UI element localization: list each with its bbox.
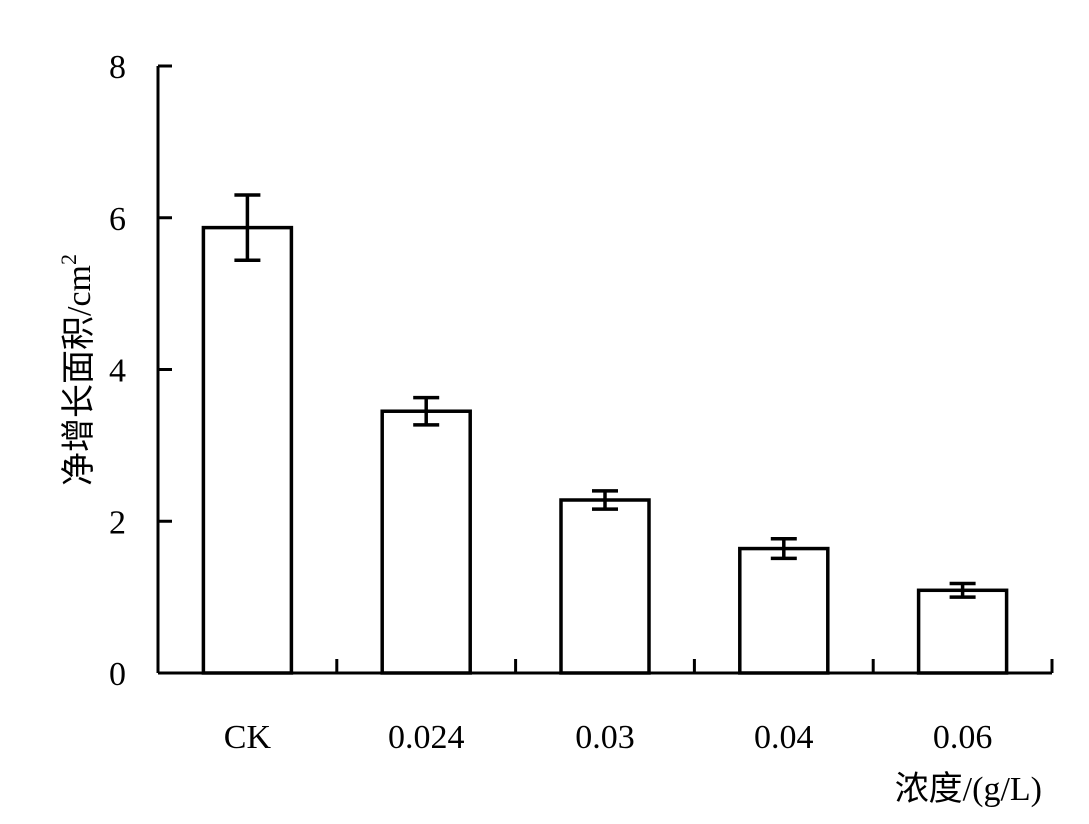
x-tick-label-4: 0.06 xyxy=(933,719,993,756)
bar-2[interactable] xyxy=(559,498,651,675)
y-tick-label-0: 0 xyxy=(109,656,126,693)
y-tick-label-2: 4 xyxy=(109,353,126,390)
bar-1[interactable] xyxy=(380,409,472,675)
y-tick-label-4: 8 xyxy=(109,49,126,86)
x-tick-label-2: 0.03 xyxy=(575,719,635,756)
plot-area: CK 0.024 0.03 0.04 0.06 0 2 4 6 8 xyxy=(109,49,1054,756)
y-axis-title-text: 净增长面积/cm xyxy=(60,265,98,486)
y-axis-title-superscript: 2 xyxy=(56,254,81,265)
x-tick-label-1: 0.024 xyxy=(388,719,465,756)
x-tick-label-0: CK xyxy=(224,719,272,756)
x-axis-title: 浓度/(g/L) xyxy=(895,770,1042,808)
y-axis-title: 净增长面积/cm2 xyxy=(56,254,98,486)
bar-3[interactable] xyxy=(738,546,830,675)
bar-0[interactable] xyxy=(201,225,294,675)
y-tick-label-3: 6 xyxy=(109,201,126,238)
bar-4[interactable] xyxy=(916,588,1009,675)
x-tick-label-3: 0.04 xyxy=(754,719,814,756)
y-tick-label-1: 2 xyxy=(109,504,126,541)
